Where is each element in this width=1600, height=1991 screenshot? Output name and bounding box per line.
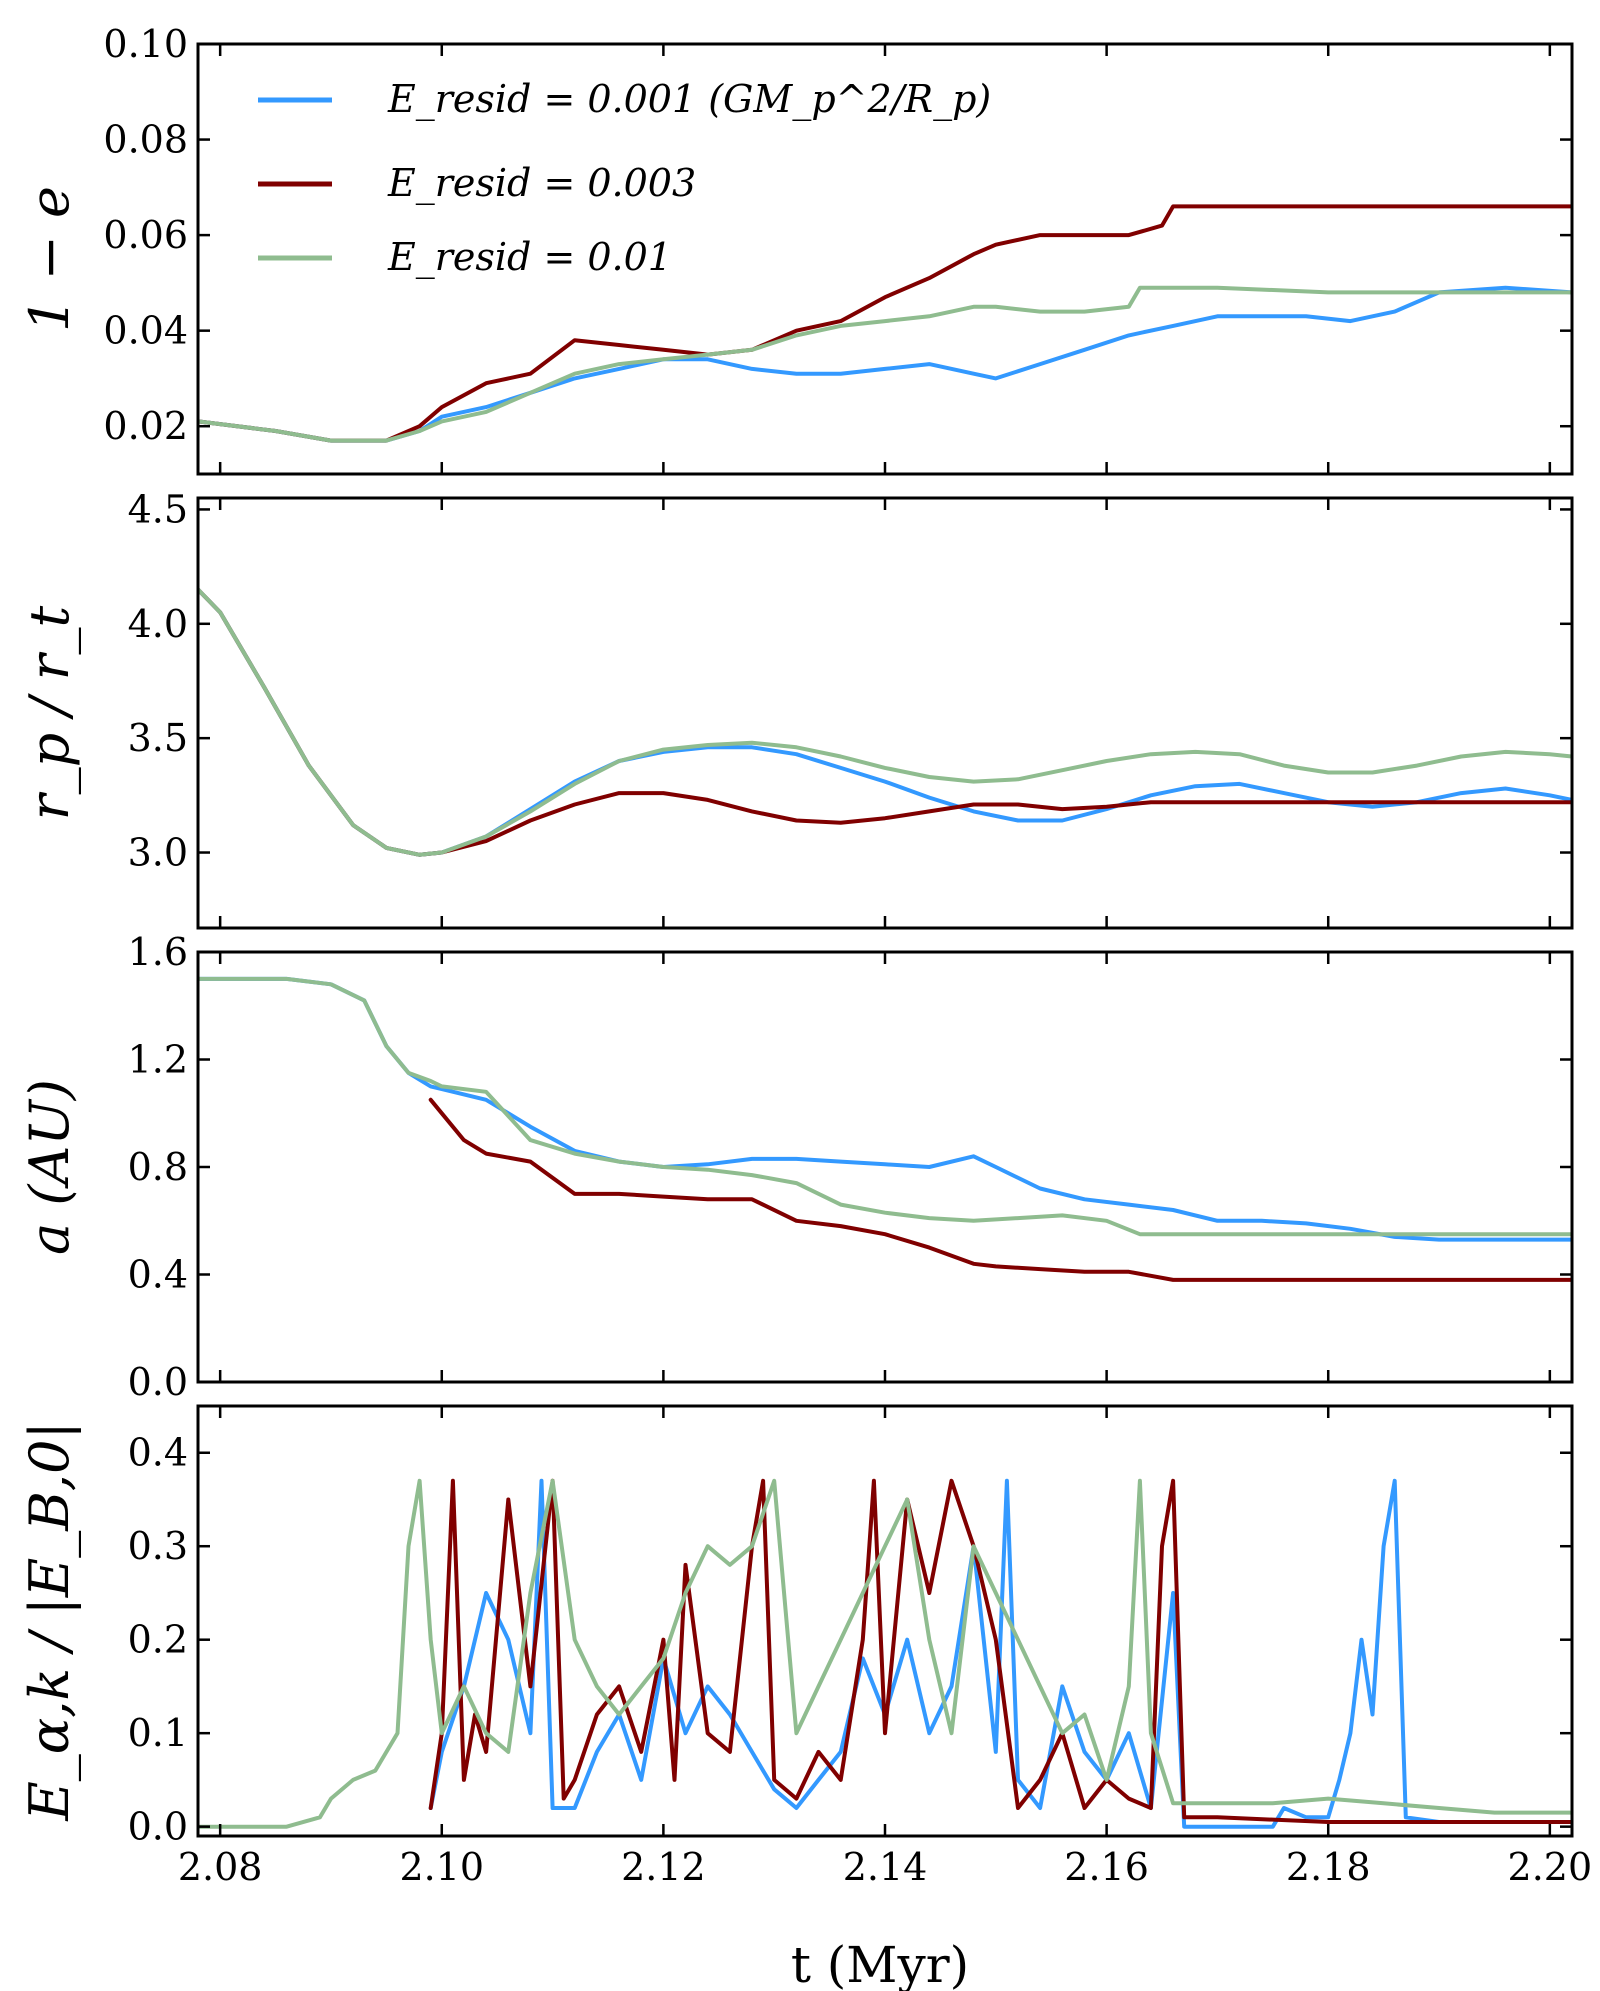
series-line-resid_0003 — [428, 1097, 1572, 1282]
series-group — [198, 587, 1572, 857]
y-tick-label: 0.4 — [128, 1253, 188, 1297]
panel-energy: 2.08 2.10 2.12 2.14 2.16 2.18 2.20 0.0 0.1 0.2 0.3… — [18, 1404, 1593, 1889]
y-tick-label: 1.6 — [128, 930, 188, 974]
x-tick-label: 2.14 — [843, 1845, 928, 1889]
series-line-resid_0001 — [198, 587, 1572, 857]
series-line-resid_0003 — [198, 587, 1572, 857]
series-line-resid_0003 — [428, 1478, 1572, 1824]
legend-label-resid_0003: E_resid = 0.003 — [387, 161, 696, 206]
series-line-resid_0003 — [198, 204, 1572, 443]
y-tick-label: 0.3 — [128, 1524, 188, 1568]
series-group — [198, 1478, 1572, 1829]
x-tick-label: 2.10 — [399, 1845, 484, 1889]
y-axis-label: 1 − e — [18, 186, 81, 332]
y-tick-label: 3.5 — [128, 716, 188, 760]
y-tick-label: 0.08 — [103, 118, 188, 162]
series-line-resid_0001 — [428, 1478, 1572, 1829]
y-tick-label: 3.0 — [128, 831, 188, 875]
series-group — [198, 976, 1572, 1282]
y-tick-label: 0.04 — [103, 309, 188, 353]
y-tick-label: 1.2 — [128, 1038, 188, 1082]
y-axis-label: r_p / r_t — [18, 605, 81, 820]
series-line-resid_001 — [198, 285, 1572, 443]
y-tick-label: 0.4 — [128, 1431, 188, 1475]
y-tick-label: 0.0 — [128, 1805, 188, 1849]
series-line-resid_0001 — [198, 285, 1572, 443]
panel-semimajor-axis: 0.0 0.4 0.8 1.2 1.6 a (AU) — [18, 930, 1574, 1404]
y-tick-label: 0.10 — [103, 22, 188, 66]
panel-eccentricity: 0.02 0.04 0.06 0.08 0.10 1 − e — [18, 22, 1574, 476]
x-axis-label: t (Myr) — [791, 1936, 969, 1991]
y-tick-label: 4.5 — [128, 487, 188, 531]
y-tick-label: 0.1 — [128, 1711, 188, 1755]
x-tick-label: 2.08 — [178, 1845, 263, 1889]
x-tick-label: 2.20 — [1508, 1845, 1593, 1889]
axes-frame — [196, 950, 1574, 1384]
axes-frame — [196, 496, 1574, 930]
y-tick-label: 0.06 — [103, 213, 188, 257]
series-line-resid_001 — [198, 587, 1572, 857]
legend-label-resid_001: E_resid = 0.01 — [387, 235, 672, 280]
y-tick-label: 4.0 — [128, 602, 188, 646]
y-tick-label: 0.8 — [128, 1145, 188, 1189]
panel-pericenter-ratio: 3.0 3.5 4.0 4.5 r_p / r_t — [18, 487, 1574, 930]
y-tick-label: 0.0 — [128, 1360, 188, 1404]
legend-label-resid_0001: E_resid = 0.001 (GM_p^2/R_p) — [387, 77, 991, 122]
y-tick-label: 0.2 — [128, 1618, 188, 1662]
series-line-resid_0001 — [198, 976, 1572, 1242]
x-tick-label: 2.18 — [1286, 1845, 1371, 1889]
y-tick-label: 0.02 — [103, 404, 188, 448]
y-axis-label: a (AU) — [18, 1079, 81, 1255]
y-axis-label: E_α,k / |E_B,0| — [18, 1421, 81, 1821]
series-line-resid_001 — [198, 1478, 1572, 1829]
x-tick-label: 2.12 — [621, 1845, 706, 1889]
series-line-resid_001 — [198, 976, 1572, 1237]
legend: E_resid = 0.001 (GM_p^2/R_p) E_resid = 0.… — [258, 77, 991, 280]
series-group — [198, 204, 1572, 443]
x-tick-label: 2.16 — [1064, 1845, 1149, 1889]
